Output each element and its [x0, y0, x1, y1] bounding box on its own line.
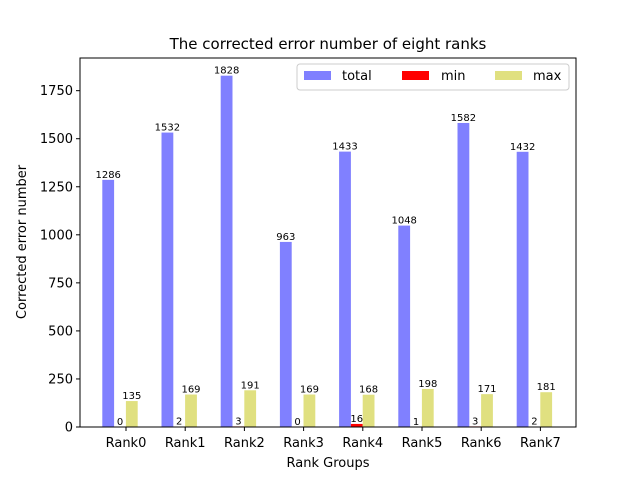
bar-label-total-rank4: 1433	[332, 142, 357, 153]
bar-label-total-rank3: 963	[276, 232, 295, 243]
bar-label-min-rank4: 16	[350, 414, 363, 425]
legend-label-total: total	[342, 69, 372, 84]
bar-label-total-rank7: 1432	[510, 142, 535, 153]
bars-layer	[102, 75, 553, 428]
y-tick-label: 1750	[40, 84, 73, 99]
bar-label-max-rank5: 198	[418, 379, 437, 390]
x-tick-label-rank7: Rank7	[520, 436, 561, 451]
bar-label-min-rank7: 2	[531, 417, 537, 428]
bar-total-rank6	[457, 122, 470, 428]
x-tick-label-rank6: Rank6	[461, 436, 502, 451]
bar-max-rank5	[421, 388, 434, 427]
bar-total-rank1	[161, 132, 174, 427]
bar-max-rank1	[185, 394, 197, 427]
bar-label-min-rank5: 1	[413, 417, 419, 428]
bar-label-max-rank2: 191	[241, 380, 260, 391]
bar-labels-layer: 1286 0 135 1532 2 169 1828 3 191 963 0 169 1433 16 168…	[95, 66, 555, 428]
bar-total-rank0	[102, 179, 115, 427]
legend: total min max	[296, 63, 570, 91]
x-tick-label-rank4: Rank4	[342, 436, 383, 451]
bar-total-rank3	[279, 241, 292, 427]
bar-max-rank6	[481, 394, 493, 427]
chart-title: The corrected error number of eight rank…	[169, 35, 487, 53]
y-tick-label: 0	[65, 421, 73, 436]
x-tick-label-rank0: Rank0	[106, 436, 147, 451]
bar-label-min-rank2: 3	[235, 416, 241, 427]
x-tick-label-rank3: Rank3	[283, 436, 324, 451]
x-axis-label: Rank Groups	[287, 456, 370, 471]
bar-label-min-rank1: 2	[176, 417, 182, 428]
bar-total-rank4	[339, 151, 351, 427]
x-tick-label-rank1: Rank1	[165, 436, 206, 451]
bar-total-rank2	[220, 75, 233, 428]
legend-swatch-total	[304, 71, 331, 80]
x-tick-label-rank2: Rank2	[224, 436, 265, 451]
bar-total-rank5	[398, 225, 411, 427]
bar-label-max-rank1: 169	[181, 385, 200, 396]
bar-max-rank3	[303, 394, 316, 427]
y-tick-label: 750	[48, 276, 73, 291]
bar-label-max-rank6: 171	[477, 384, 496, 395]
y-axis-ticks: 0 250 500 750 1000 1250 1500 1750	[40, 84, 80, 436]
bar-label-max-rank0: 135	[122, 391, 141, 402]
y-tick-label: 1250	[40, 180, 73, 195]
bar-label-total-rank2: 1828	[214, 66, 239, 77]
bar-total-rank7	[516, 151, 529, 428]
bar-label-min-rank6: 3	[472, 416, 478, 427]
bar-min-rank4	[350, 423, 363, 427]
bar-label-max-rank4: 168	[359, 385, 378, 396]
bar-label-max-rank7: 181	[537, 382, 556, 393]
legend-swatch-max	[495, 71, 522, 80]
bar-label-total-rank1: 1532	[155, 123, 180, 134]
plot-frame	[79, 57, 577, 428]
x-tick-label-rank5: Rank5	[402, 436, 443, 451]
y-axis-label: Corrected error number	[15, 164, 30, 319]
bar-label-total-rank6: 1582	[451, 113, 476, 124]
bar-label-min-rank3: 0	[294, 417, 300, 428]
bar-label-max-rank3: 169	[300, 385, 319, 396]
legend-label-max: max	[533, 69, 562, 84]
bar-max-rank7	[540, 392, 553, 427]
y-tick-label: 1500	[40, 132, 73, 147]
y-tick-label: 500	[48, 324, 73, 339]
bar-max-rank4	[362, 394, 375, 427]
bar-max-rank2	[244, 390, 257, 427]
legend-box	[296, 63, 570, 91]
legend-label-min: min	[441, 69, 466, 84]
bar-label-total-rank0: 1286	[95, 170, 120, 181]
x-axis-ticks: Rank0 Rank1 Rank2 Rank3 Rank4 Rank5 Rank6 Rank7	[106, 427, 561, 451]
y-tick-label: 1000	[40, 228, 73, 243]
y-tick-label: 250	[48, 372, 73, 387]
bar-label-total-rank5: 1048	[391, 216, 416, 227]
legend-swatch-min	[402, 71, 429, 80]
bar-label-min-rank0: 0	[117, 417, 123, 428]
bar-max-rank0	[125, 401, 138, 427]
